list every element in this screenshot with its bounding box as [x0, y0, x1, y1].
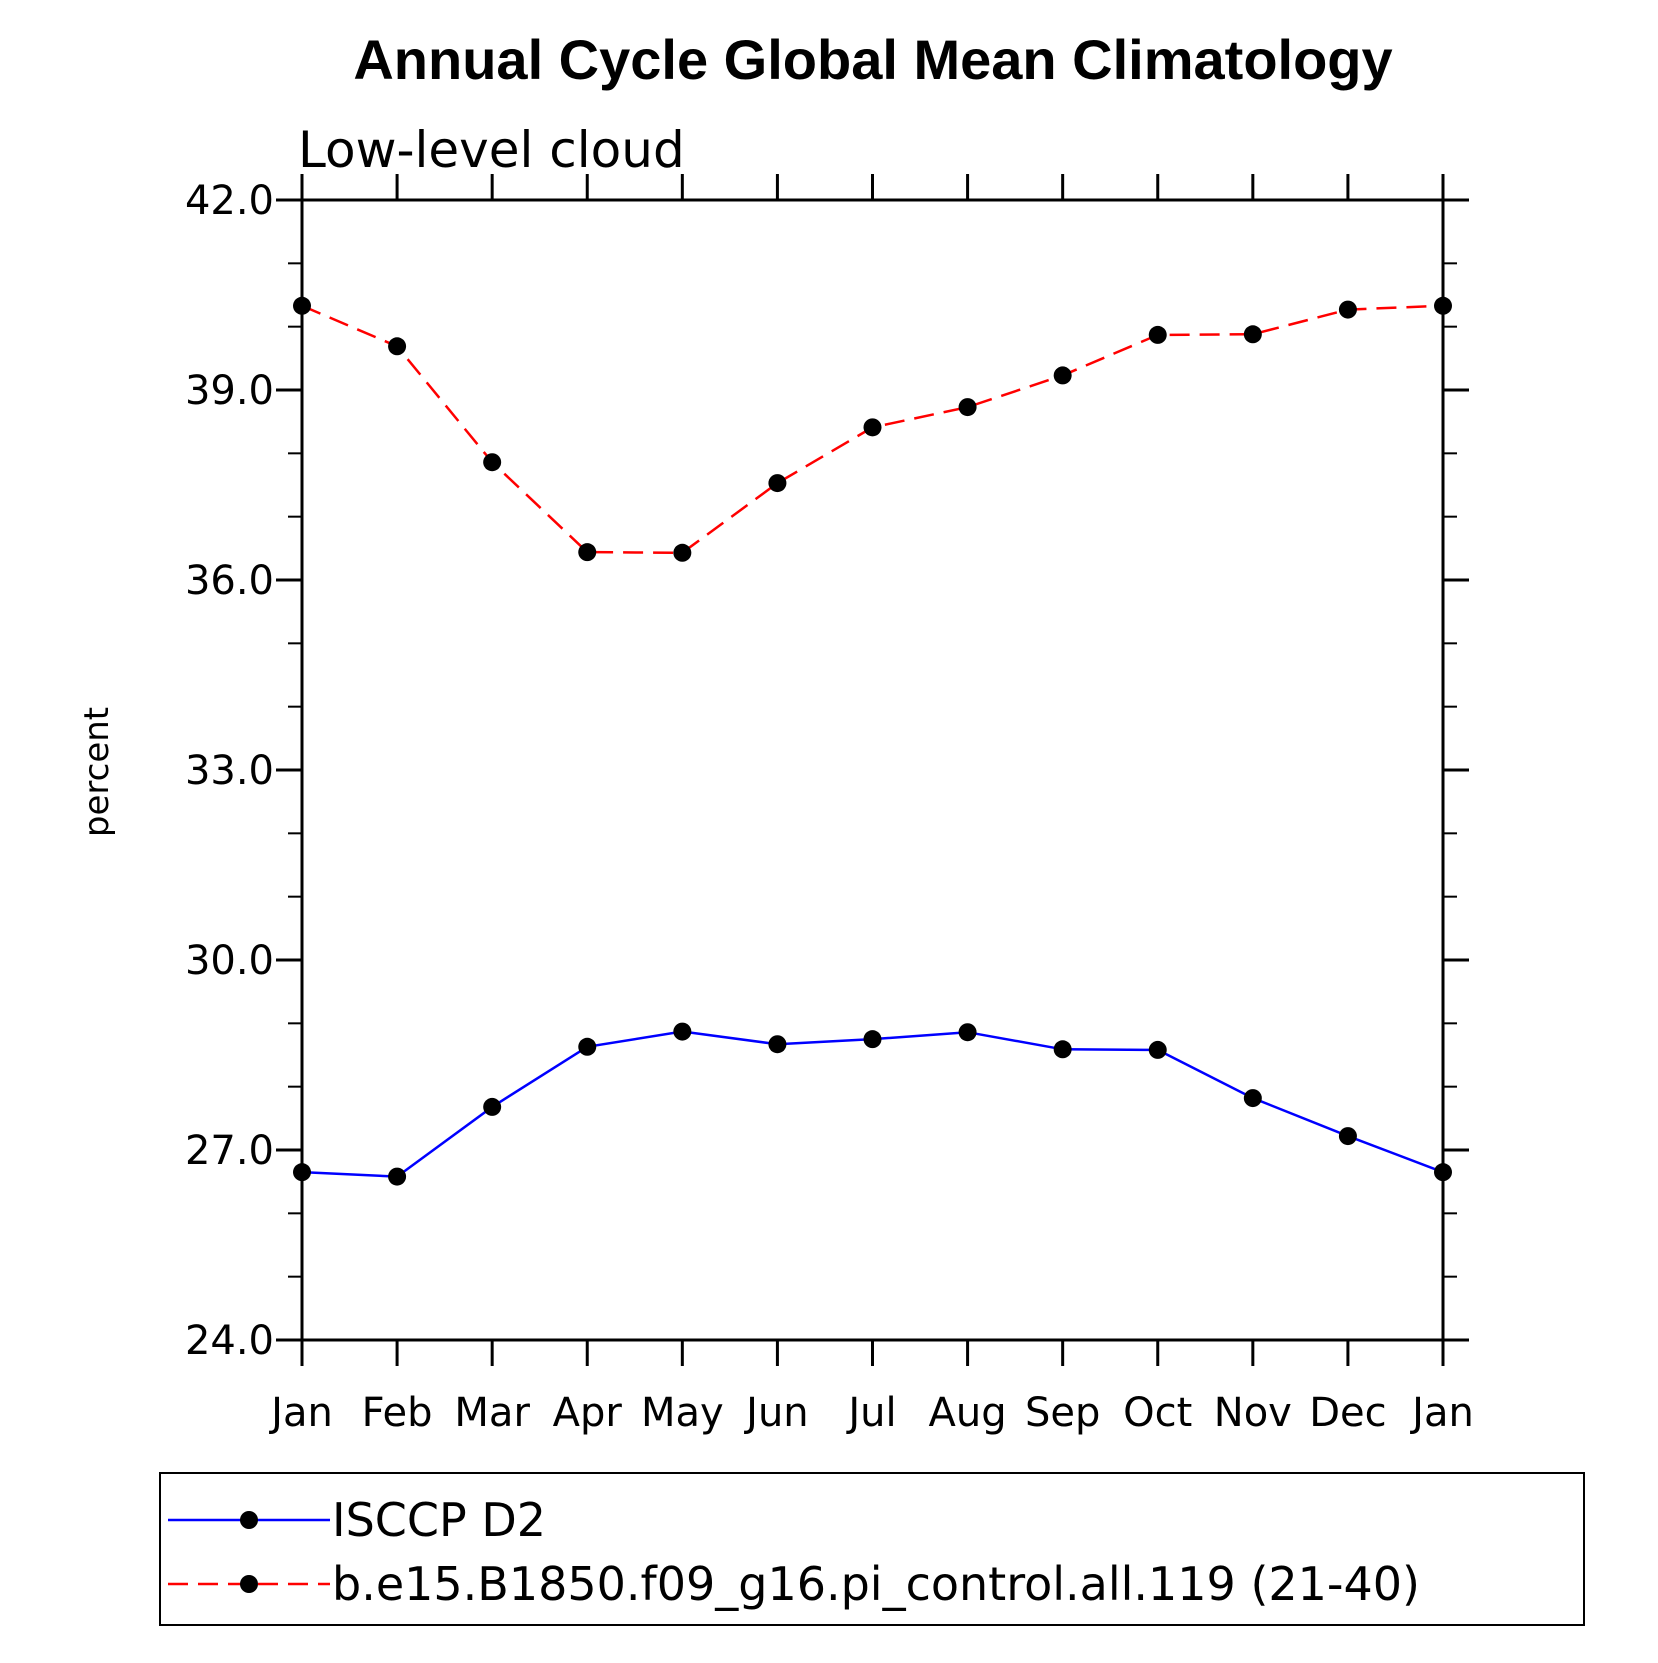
data-point [388, 1167, 407, 1186]
y-tick-label: 33.0 [185, 748, 274, 794]
data-point [768, 474, 787, 493]
data-point [1148, 1040, 1167, 1059]
data-point [293, 1163, 311, 1182]
x-tick-label: Jun [743, 1390, 809, 1436]
legend-label: ISCCP D2 [332, 1493, 546, 1547]
data-point [483, 1097, 502, 1116]
legend: ISCCP D2 b.e15.B1850.f09_g16.pi_control.a… [159, 1472, 1585, 1626]
x-tick-label: Jan [268, 1390, 333, 1436]
x-tick-label: Mar [454, 1390, 530, 1436]
data-point [1053, 366, 1072, 385]
y-tick-label: 24.0 [185, 1318, 274, 1364]
chart-title: Annual Cycle Global Mean Climatology [353, 28, 1392, 91]
legend-marker [240, 1511, 258, 1529]
x-tick-label: Nov [1214, 1390, 1292, 1436]
x-tick-label: Sep [1025, 1390, 1100, 1436]
legend-frame [159, 1472, 1585, 1626]
data-point [1148, 325, 1167, 344]
x-tick-label: Jan [1409, 1390, 1474, 1436]
y-tick-label: 39.0 [185, 368, 274, 414]
x-tick-label: Dec [1309, 1390, 1386, 1436]
chart-subtitle: Low-level cloud [298, 121, 685, 179]
data-point [958, 398, 977, 417]
data-point [1434, 296, 1452, 315]
data-point [1434, 1163, 1452, 1182]
legend-label: b.e15.B1850.f09_g16.pi_control.all.119 (… [332, 1557, 1420, 1611]
x-tick-label: Apr [553, 1390, 623, 1436]
axes: Jan Feb Mar Apr May Jun Jul Aug Sep Oct Nov Dec Jan 2… [185, 174, 1474, 1436]
data-point [768, 1035, 787, 1054]
series-group [293, 296, 1452, 1186]
data-point [578, 543, 597, 562]
x-tick-label: Feb [362, 1390, 433, 1436]
y-axis-label: percent [77, 707, 117, 837]
plot-frame [300, 198, 1445, 1342]
data-point [1243, 325, 1262, 344]
data-point [293, 296, 311, 315]
x-tick-label: May [641, 1390, 724, 1436]
data-point [863, 1030, 882, 1049]
series-line [301, 1030, 1444, 1178]
x-tick-label: Oct [1123, 1390, 1192, 1436]
data-point [958, 1023, 977, 1042]
data-point [673, 543, 692, 562]
data-point [673, 1022, 692, 1041]
y-tick-label: 42.0 [185, 178, 274, 224]
y-tick-label: 30.0 [185, 938, 274, 984]
data-point [863, 418, 882, 437]
x-tick-label: Jul [845, 1390, 896, 1436]
data-point [578, 1037, 597, 1056]
data-point [1338, 1127, 1357, 1146]
data-point [483, 453, 502, 472]
data-point [1053, 1040, 1072, 1059]
data-point [388, 337, 407, 356]
data-point [1243, 1089, 1262, 1108]
y-tick-label: 27.0 [185, 1128, 274, 1174]
data-point [1338, 300, 1357, 319]
legend-marker [240, 1575, 258, 1593]
y-tick-label: 36.0 [185, 558, 274, 604]
x-tick-label: Aug [929, 1390, 1007, 1436]
